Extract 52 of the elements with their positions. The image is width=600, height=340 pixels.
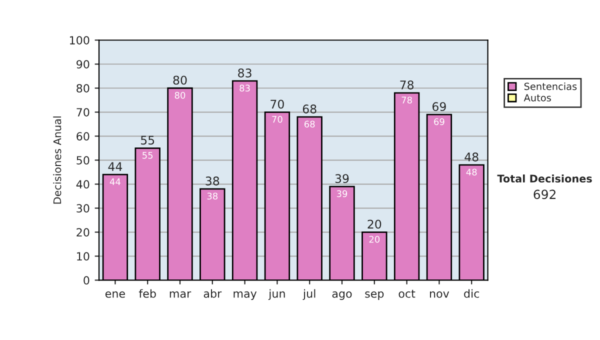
x-tick-label: jul [302,289,316,300]
data-label: 55 [142,152,153,159]
x-tick-label: mar [170,291,192,298]
data-label: 38 [207,192,218,200]
y-tick-label: 40 [76,180,90,189]
x-tick-label: sep [365,291,384,300]
y-tick-label: 0 [84,276,90,285]
total-label: 78 [400,80,414,90]
x-tick-label: may [234,291,257,300]
y-tick-label: 50 [76,156,90,165]
y-tick-label: 10 [77,252,90,261]
total-label: 55 [141,136,154,145]
y-axis-title: Decisiones Anual [53,116,62,204]
data-label: 39 [336,190,348,198]
total-label: 80 [173,76,187,85]
data-label: 78 [402,96,412,104]
total-label: 68 [302,104,316,114]
text: Total Decisiones [497,174,592,183]
total-label: 70 [270,100,284,109]
total-label: 48 [464,152,478,162]
total-label: 83 [238,68,252,78]
y-tick-label: 90 [76,60,90,69]
x-tick-label: ene [105,291,125,298]
x-tick-label: ago [332,291,352,300]
x-tick-label: nov [430,291,450,298]
data-label: 68 [304,120,315,128]
x-tick-label: abr [204,289,222,298]
x-tick-label: oct [398,290,416,298]
x-tick-label: dic [464,289,480,298]
y-tick-label: 20 [76,228,90,237]
y-tick-label: 80 [76,84,90,93]
data-label: 70 [272,116,282,123]
y-tick-label: 60 [76,132,90,141]
data-label: 44 [110,178,120,186]
total-label: 39 [335,174,349,184]
total-label: 69 [432,102,446,112]
y-tick-label: 70 [76,108,90,117]
data-label: 48 [466,168,477,176]
data-label: 69 [434,118,444,126]
x-tick-label: jun [268,289,285,300]
data-label: 20 [369,236,380,243]
total-label: 38 [206,176,220,186]
x-tick-label: feb [138,289,156,298]
legend-label: Autos [524,94,551,102]
legend-label: Sentencias [524,82,577,90]
data-label: 83 [240,84,250,92]
y-tick-label: 100 [70,36,90,44]
y-tick-label: 30 [76,204,90,213]
total-label: 20 [368,220,382,229]
total-label: 44 [108,162,122,171]
data-label: 80 [174,92,186,99]
text: 692 [534,190,556,200]
